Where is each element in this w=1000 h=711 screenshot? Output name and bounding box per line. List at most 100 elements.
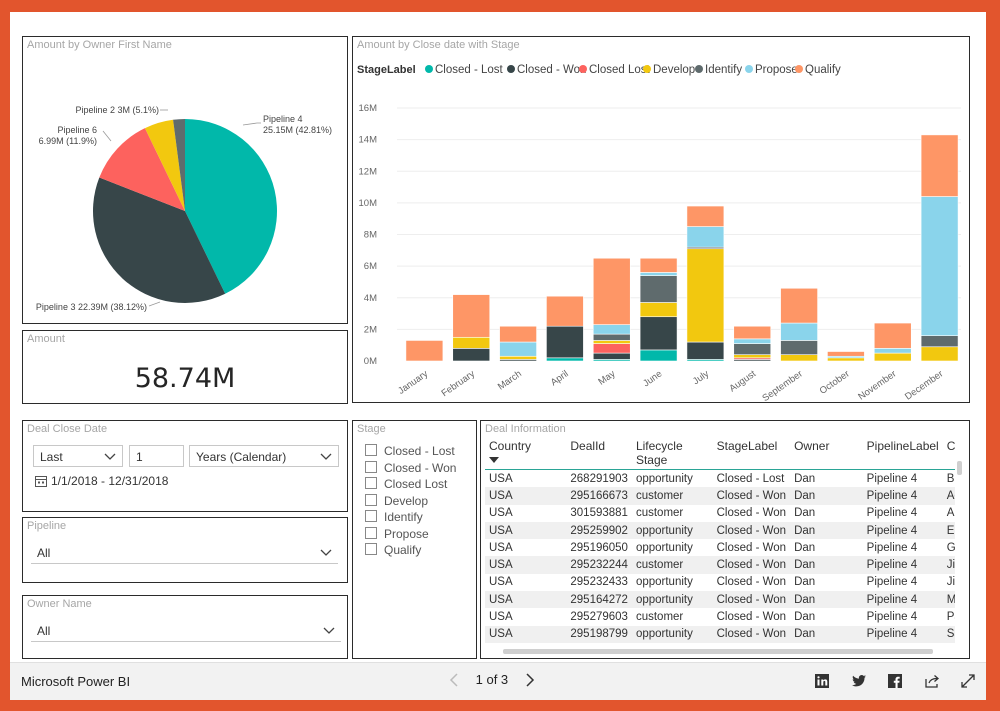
legend-item[interactable]: Closed Lost <box>589 64 651 76</box>
amount-card-tile[interactable]: Amount 58.74M <box>22 330 348 404</box>
bar-segment[interactable] <box>686 226 725 248</box>
bar-segment[interactable] <box>733 338 772 344</box>
checkbox[interactable] <box>365 460 377 473</box>
stage-option[interactable]: Closed - Lost <box>365 444 455 458</box>
bar-segment[interactable] <box>592 340 631 344</box>
bar-segment[interactable] <box>639 257 678 273</box>
bar-segment[interactable] <box>639 275 678 303</box>
bar-segment[interactable] <box>405 340 444 362</box>
pie-chart[interactable]: Pipeline 4 25.15M (42.81%) Pipeline 2 3M… <box>23 53 347 323</box>
checkbox[interactable] <box>365 543 377 555</box>
pie-slice[interactable] <box>173 119 185 211</box>
bar-segment[interactable] <box>639 302 678 318</box>
legend-item[interactable]: Closed - Lost <box>435 64 504 76</box>
bar-segment[interactable] <box>780 354 818 362</box>
bar-segment[interactable] <box>592 352 631 360</box>
checkbox[interactable] <box>365 444 377 456</box>
bar-segment[interactable] <box>733 343 772 355</box>
bar-segment[interactable] <box>780 287 818 324</box>
bar-segment[interactable] <box>546 325 584 359</box>
stage-option[interactable]: Identify <box>365 510 423 524</box>
bar-segment[interactable] <box>873 322 912 349</box>
table-row[interactable]: USA 295196050 opportunity Closed - Won Dan Pi… <box>485 539 955 556</box>
sort-descending-icon[interactable] <box>489 457 499 464</box>
checkbox[interactable] <box>365 493 377 506</box>
checkbox[interactable] <box>365 510 377 522</box>
pipeline-slicer-tile[interactable]: Pipeline All <box>22 517 348 583</box>
checkbox[interactable] <box>365 526 377 539</box>
date-slicer-tile[interactable]: Deal Close Date Last 1 Years (Calendar) … <box>22 420 348 512</box>
bar-segment[interactable] <box>499 325 537 343</box>
table-row[interactable]: USA 295166673 customer Closed - Won Dan Pipel… <box>485 487 955 505</box>
share-icon[interactable] <box>924 673 940 689</box>
table-row[interactable]: USA 295198799 opportunity Closed - Won Dan Pi… <box>485 625 955 643</box>
bar-segment[interactable] <box>686 205 725 227</box>
owner-dropdown[interactable]: All <box>31 620 341 642</box>
column-header-country[interactable]: Country <box>485 439 566 470</box>
legend-item[interactable]: Identify <box>705 64 742 76</box>
bar-segment[interactable] <box>686 248 725 343</box>
table-row[interactable]: USA 295232244 customer Closed - Won Dan Pipel… <box>485 556 955 574</box>
bar-segment[interactable] <box>639 316 678 351</box>
pie-slice[interactable] <box>99 128 185 211</box>
deal-table-tile[interactable]: Deal Information Country DealId Lifecycl… <box>480 420 970 659</box>
bar-segment[interactable] <box>733 354 772 359</box>
stage-option[interactable]: Closed - Won <box>365 460 456 475</box>
previous-page-icon[interactable] <box>448 673 460 687</box>
table-row[interactable]: USA 295259902 opportunity Closed - Won Dan Pi… <box>485 521 955 540</box>
bar-segment[interactable] <box>827 351 865 357</box>
owner-slicer-tile[interactable]: Owner Name All <box>22 595 348 659</box>
bar-segment[interactable] <box>499 355 537 360</box>
bar-segment[interactable] <box>639 349 678 362</box>
table-row[interactable]: USA 268291903 opportunity Closed - Lost Dan P… <box>485 470 955 488</box>
bar-segment[interactable] <box>452 336 491 349</box>
relative-count-input[interactable]: 1 <box>129 445 184 467</box>
bar-segment[interactable] <box>499 341 537 357</box>
column-header-dealid[interactable]: DealId <box>570 439 606 453</box>
bar-segment[interactable] <box>920 134 959 197</box>
bar-segment[interactable] <box>592 257 631 325</box>
facebook-icon[interactable] <box>887 673 903 689</box>
bar-segment[interactable] <box>873 348 912 354</box>
stacked-bar-chart[interactable]: StageLabel Closed - Lost Closed - Won Close… <box>353 53 969 403</box>
legend-item[interactable]: Qualify <box>805 64 841 76</box>
bar-segment[interactable] <box>873 352 912 362</box>
bar-segment[interactable] <box>920 196 959 336</box>
linkedin-icon[interactable] <box>814 673 830 689</box>
column-header-company[interactable]: Co <box>946 439 955 453</box>
table-row[interactable]: USA 295232433 opportunity Closed - Won Dan Pi… <box>485 574 955 591</box>
bar-segment[interactable] <box>920 346 959 362</box>
bar-chart-tile[interactable]: Amount by Close date with Stage StageLab… <box>352 36 970 403</box>
pie-slice[interactable] <box>144 119 185 211</box>
relative-mode-dropdown[interactable]: Last <box>33 445 123 467</box>
bar-segment[interactable] <box>546 357 584 362</box>
column-header-lifecycle[interactable]: Lifecycle Stage <box>635 439 683 467</box>
bar-segment[interactable] <box>592 324 631 335</box>
bar-segment[interactable] <box>546 295 584 327</box>
bar-segment[interactable] <box>780 340 818 355</box>
bar-segment[interactable] <box>686 341 725 360</box>
fullscreen-icon[interactable] <box>960 673 976 689</box>
bar-segment[interactable] <box>452 348 491 362</box>
bar-segment[interactable] <box>780 322 818 341</box>
stage-slicer-tile[interactable]: Stage Closed - Lost Closed - Won Closed … <box>352 420 477 659</box>
bar-segment[interactable] <box>592 343 631 354</box>
bar-segment[interactable] <box>452 294 491 338</box>
powerbi-brand-link[interactable]: Microsoft Power BI <box>21 674 131 689</box>
relative-unit-dropdown[interactable]: Years (Calendar) <box>189 445 339 467</box>
column-header-pipeline[interactable]: PipelineLabel <box>866 439 939 453</box>
bar-segment[interactable] <box>639 272 678 276</box>
pie-slice[interactable] <box>185 119 278 294</box>
stage-option[interactable]: Propose <box>365 526 429 541</box>
vertical-scrollbar[interactable] <box>957 461 962 475</box>
stage-option[interactable]: Qualify <box>365 543 421 557</box>
twitter-icon[interactable] <box>851 673 867 689</box>
table-row[interactable]: USA 295279603 customer Closed - Won Dan Pipel… <box>485 608 955 625</box>
column-header-owner[interactable]: Owner <box>794 439 830 453</box>
legend-item[interactable]: Propose <box>755 64 798 76</box>
checkbox[interactable] <box>365 477 377 489</box>
bar-segment[interactable] <box>920 335 959 348</box>
legend-item[interactable]: Develop <box>653 64 695 76</box>
bar-segment[interactable] <box>827 357 865 362</box>
pipeline-dropdown[interactable]: All <box>31 542 338 564</box>
